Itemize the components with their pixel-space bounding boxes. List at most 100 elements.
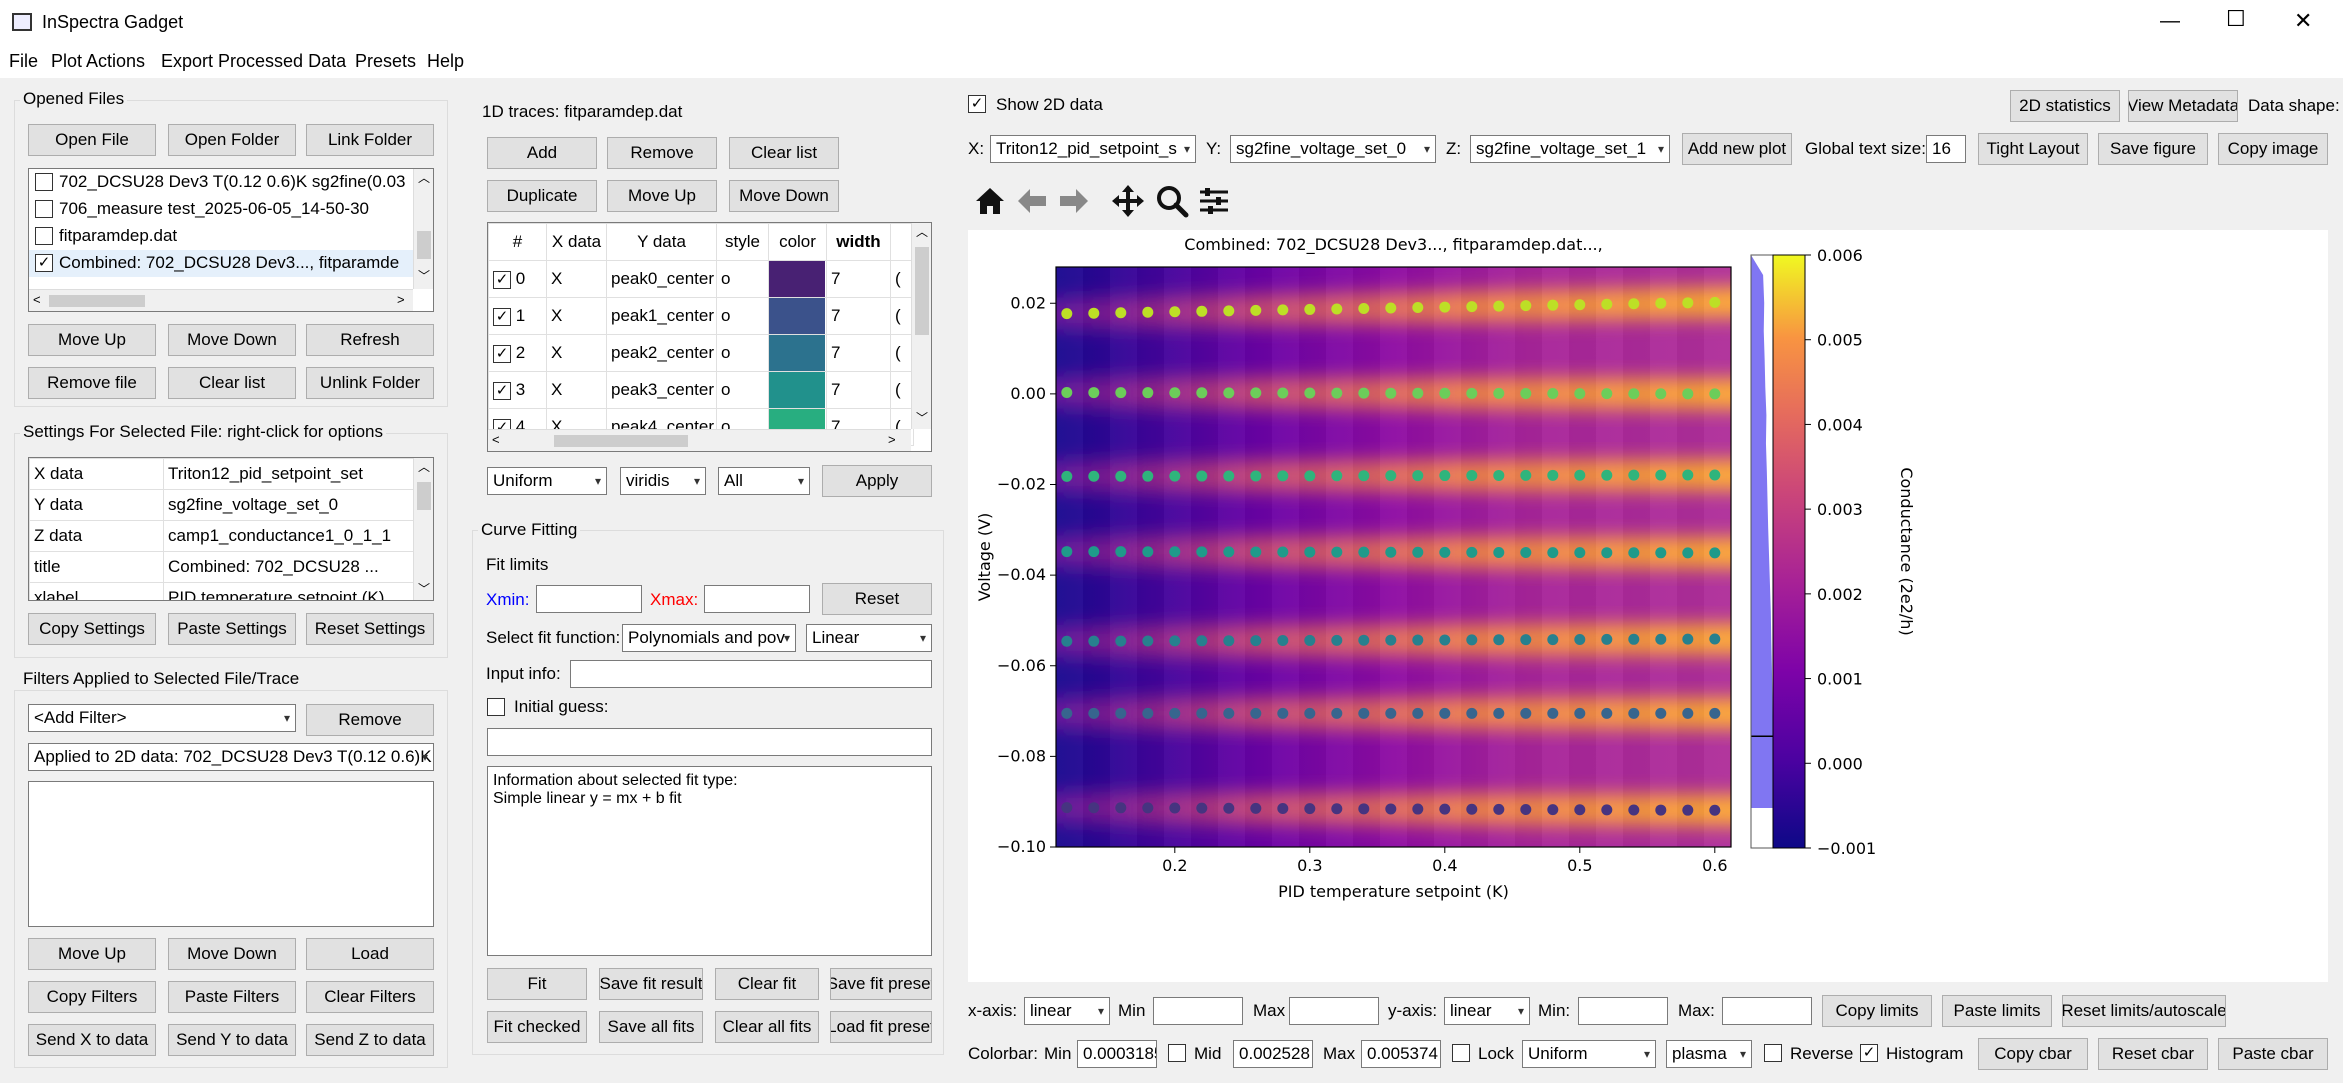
save-fit-result-button[interactable]: Save fit result bbox=[599, 968, 703, 1000]
apply-cmap-button[interactable]: Apply bbox=[822, 465, 932, 497]
input-info-field[interactable] bbox=[570, 660, 932, 688]
chevron-left-icon[interactable]: < bbox=[33, 292, 41, 307]
clear-traces-button[interactable]: Clear list bbox=[729, 137, 839, 169]
settings-vscroll[interactable]: ︿ ﹀ bbox=[413, 458, 433, 600]
copy-cbar-button[interactable]: Copy cbar bbox=[1978, 1038, 2088, 1070]
open-folder-button[interactable]: Open Folder bbox=[168, 124, 296, 156]
send-z-button[interactable]: Send Z to data bbox=[306, 1024, 434, 1056]
y-data-select[interactable]: sg2fine_voltage_set_0 ▾ bbox=[1230, 135, 1436, 163]
duplicate-trace-button[interactable]: Duplicate bbox=[487, 180, 597, 212]
copy-limits-button[interactable]: Copy limits bbox=[1822, 995, 1932, 1027]
move-up-filter-button[interactable]: Move Up bbox=[28, 938, 156, 970]
clear-list-button[interactable]: Clear list bbox=[168, 367, 296, 399]
menu-help[interactable]: Help bbox=[427, 51, 465, 71]
settings-value[interactable]: PID temperature setpoint (K) bbox=[163, 582, 414, 600]
chevron-left-icon[interactable]: < bbox=[492, 432, 500, 447]
clear-fit-button[interactable]: Clear fit bbox=[715, 968, 819, 1000]
applied-to-select[interactable]: Applied to 2D data: 702_DCSU28 Dev3 T(0.… bbox=[28, 743, 434, 771]
save-all-fits-button[interactable]: Save all fits bbox=[599, 1011, 703, 1043]
z-data-select[interactable]: sg2fine_voltage_set_1 ▾ bbox=[1470, 135, 1670, 163]
clear-filters-button[interactable]: Clear Filters bbox=[306, 981, 434, 1013]
settings-value[interactable]: camp1_conductance1_0_1_1 bbox=[163, 520, 414, 552]
reset-fit-limits-button[interactable]: Reset bbox=[822, 583, 932, 615]
reset-limits-button[interactable]: Reset limits/autoscale bbox=[2062, 995, 2226, 1027]
paste-filters-button[interactable]: Paste Filters bbox=[168, 981, 296, 1013]
list-item[interactable]: 702_DCSU28 Dev3 T(0.12 0.6)K sg2fine(0.0… bbox=[29, 169, 413, 196]
reset-settings-button[interactable]: Reset Settings bbox=[306, 613, 434, 645]
file-checkbox[interactable] bbox=[35, 173, 53, 191]
list-item-selected[interactable]: ✓ Combined: 702_DCSU28 Dev3..., fitparam… bbox=[29, 250, 413, 277]
copy-filters-button[interactable]: Copy Filters bbox=[28, 981, 156, 1013]
maximize-button[interactable]: ☐ bbox=[2226, 6, 2246, 31]
add-new-plot-button[interactable]: Add new plot bbox=[1682, 133, 1792, 165]
list-item[interactable]: fitparamdep.dat bbox=[29, 223, 413, 250]
chevron-down-icon[interactable]: ﹀ bbox=[418, 582, 431, 596]
tight-layout-button[interactable]: Tight Layout bbox=[1978, 133, 2088, 165]
add-trace-button[interactable]: Add bbox=[487, 137, 597, 169]
y-axis-scale-select[interactable]: linear ▾ bbox=[1444, 997, 1530, 1025]
x-data-select[interactable]: Triton12_pid_setpoint_s ▾ bbox=[990, 135, 1196, 163]
menu-file[interactable]: File bbox=[9, 51, 39, 71]
trace-cmap-select[interactable]: viridis ▾ bbox=[620, 467, 706, 495]
menu-plot-actions[interactable]: Plot Actions bbox=[51, 51, 146, 71]
menu-export[interactable]: Export Processed Data bbox=[161, 51, 347, 71]
traces-vscroll[interactable]: ︿ ﹀ bbox=[911, 223, 931, 429]
y-max-input[interactable] bbox=[1722, 997, 1812, 1025]
file-list-hscroll[interactable]: < > bbox=[29, 289, 413, 311]
col-header[interactable]: style bbox=[716, 223, 769, 261]
move-icon[interactable] bbox=[1110, 183, 1146, 219]
fit-family-select[interactable]: Polynomials and pov ▾ bbox=[622, 624, 796, 652]
filter-list[interactable] bbox=[28, 781, 434, 927]
save-fit-preset-button[interactable]: Save fit preset bbox=[830, 968, 932, 1000]
trace-spacing-select[interactable]: Uniform ▾ bbox=[487, 467, 607, 495]
send-x-button[interactable]: Send X to data bbox=[28, 1024, 156, 1056]
chevron-right-icon[interactable]: > bbox=[397, 292, 405, 307]
unlink-folder-button[interactable]: Unlink Folder bbox=[306, 367, 434, 399]
send-y-button[interactable]: Send Y to data bbox=[168, 1024, 296, 1056]
link-folder-button[interactable]: Link Folder bbox=[306, 124, 434, 156]
chevron-down-icon[interactable]: ﹀ bbox=[418, 269, 431, 283]
remove-file-button[interactable]: Remove file bbox=[28, 367, 156, 399]
open-file-button[interactable]: Open File bbox=[28, 124, 156, 156]
reset-cbar-button[interactable]: Reset cbar bbox=[2098, 1038, 2208, 1070]
minimize-button[interactable]: — bbox=[2160, 10, 2180, 32]
initial-guess-field[interactable] bbox=[487, 728, 932, 756]
load-filter-button[interactable]: Load bbox=[306, 938, 434, 970]
remove-filter-button[interactable]: Remove bbox=[306, 704, 434, 736]
heatmap-chart[interactable]: Combined: 702_DCSU28 Dev3..., fitparamde… bbox=[968, 230, 2328, 982]
home-icon[interactable] bbox=[972, 183, 1008, 219]
x-max-input[interactable] bbox=[1289, 997, 1379, 1025]
col-header[interactable]: # bbox=[488, 223, 547, 261]
move-up-file-button[interactable]: Move Up bbox=[28, 324, 156, 356]
load-fit-preset-button[interactable]: Load fit preset bbox=[830, 1011, 932, 1043]
move-up-trace-button[interactable]: Move Up bbox=[607, 180, 717, 212]
add-filter-select[interactable]: <Add Filter> ▾ bbox=[28, 704, 296, 732]
paste-limits-button[interactable]: Paste limits bbox=[1942, 995, 2052, 1027]
fit-button[interactable]: Fit bbox=[487, 968, 587, 1000]
view-metadata-button[interactable]: View Metadata bbox=[2128, 90, 2238, 122]
trace-checkbox[interactable]: ✓ bbox=[493, 270, 511, 289]
menu-presets[interactable]: Presets bbox=[355, 51, 417, 71]
traces-hscroll[interactable]: < > bbox=[488, 429, 911, 451]
cbar-max-input[interactable]: 0.005374 bbox=[1361, 1040, 1441, 1068]
cbar-histogram-checkbox[interactable]: ✓ bbox=[1860, 1044, 1878, 1062]
fit-checked-button[interactable]: Fit checked bbox=[487, 1011, 587, 1043]
settings-row[interactable]: Z data camp1_conductance1_0_1_1 bbox=[29, 520, 414, 552]
color-swatch[interactable] bbox=[769, 372, 825, 408]
color-swatch[interactable] bbox=[769, 261, 825, 297]
move-down-file-button[interactable]: Move Down bbox=[168, 324, 296, 356]
paste-cbar-button[interactable]: Paste cbar bbox=[2218, 1038, 2328, 1070]
trace-checkbox[interactable]: ✓ bbox=[493, 307, 511, 326]
cbar-mid-checkbox[interactable] bbox=[1168, 1044, 1186, 1062]
settings-row[interactable]: xlabel PID temperature setpoint (K) bbox=[29, 582, 414, 600]
color-swatch[interactable] bbox=[769, 335, 825, 371]
file-list-vscroll[interactable]: ︿ ﹀ bbox=[413, 169, 433, 289]
sliders-icon[interactable] bbox=[1196, 183, 1232, 219]
file-list[interactable]: 702_DCSU28 Dev3 T(0.12 0.6)K sg2fine(0.0… bbox=[28, 168, 434, 312]
col-header[interactable]: Y data bbox=[606, 223, 717, 261]
copy-settings-button[interactable]: Copy Settings bbox=[28, 613, 156, 645]
